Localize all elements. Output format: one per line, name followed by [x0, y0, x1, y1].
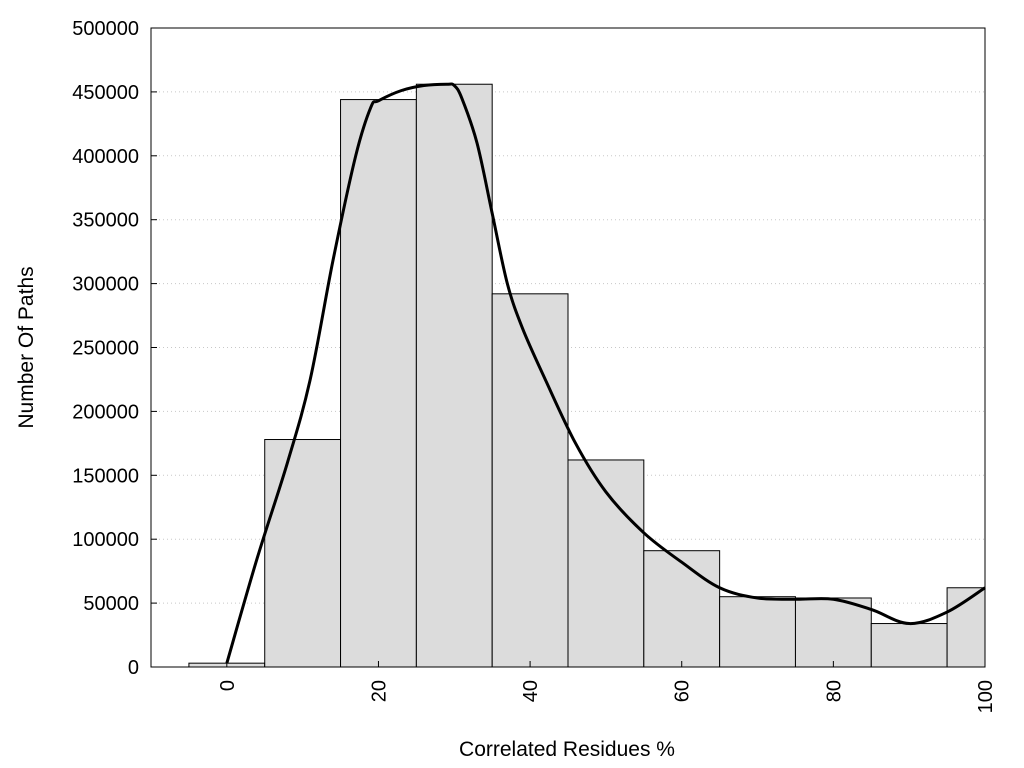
- y-axis-label: Number Of Paths: [15, 266, 38, 428]
- bar-20: [340, 99, 417, 668]
- y-tick-label: 0: [128, 657, 139, 679]
- y-tick-label: 500000: [72, 18, 139, 40]
- x-tick-label: 100: [975, 680, 997, 713]
- x-tick-label: 20: [368, 680, 390, 702]
- density-curve: [225, 82, 986, 664]
- bar-70: [719, 596, 796, 668]
- bar-40: [491, 293, 569, 668]
- bar-60: [643, 550, 721, 668]
- bars: [188, 83, 986, 668]
- y-tick-label: 350000: [72, 210, 139, 232]
- x-tick-label: 0: [217, 680, 239, 691]
- y-tick-label: 200000: [72, 401, 139, 423]
- y-tick-label: 400000: [72, 146, 139, 168]
- x-tick-label: 80: [823, 680, 845, 702]
- x-tick-label: 60: [672, 680, 694, 702]
- x-axis-label: Correlated Residues %: [459, 738, 675, 761]
- bar-90: [870, 623, 948, 668]
- y-tick-label: 50000: [83, 593, 139, 615]
- y-tick-label: 100000: [72, 529, 139, 551]
- x-tick-label: 40: [520, 680, 542, 702]
- y-tick-label: 450000: [72, 82, 139, 104]
- y-tick-label: 300000: [72, 274, 139, 296]
- y-tick-label: 250000: [72, 338, 139, 360]
- bar-30: [415, 83, 493, 668]
- bar-10: [264, 439, 342, 668]
- bar-80: [794, 597, 872, 668]
- y-tick-label: 150000: [72, 465, 139, 487]
- x-axis-ticks: 0 20 40 60 80 100: [217, 661, 997, 713]
- y-axis-ticks: 0 50000 100000 150000 200000 250000 300000 3500…: [72, 18, 157, 679]
- density-curve-line: [225, 82, 986, 664]
